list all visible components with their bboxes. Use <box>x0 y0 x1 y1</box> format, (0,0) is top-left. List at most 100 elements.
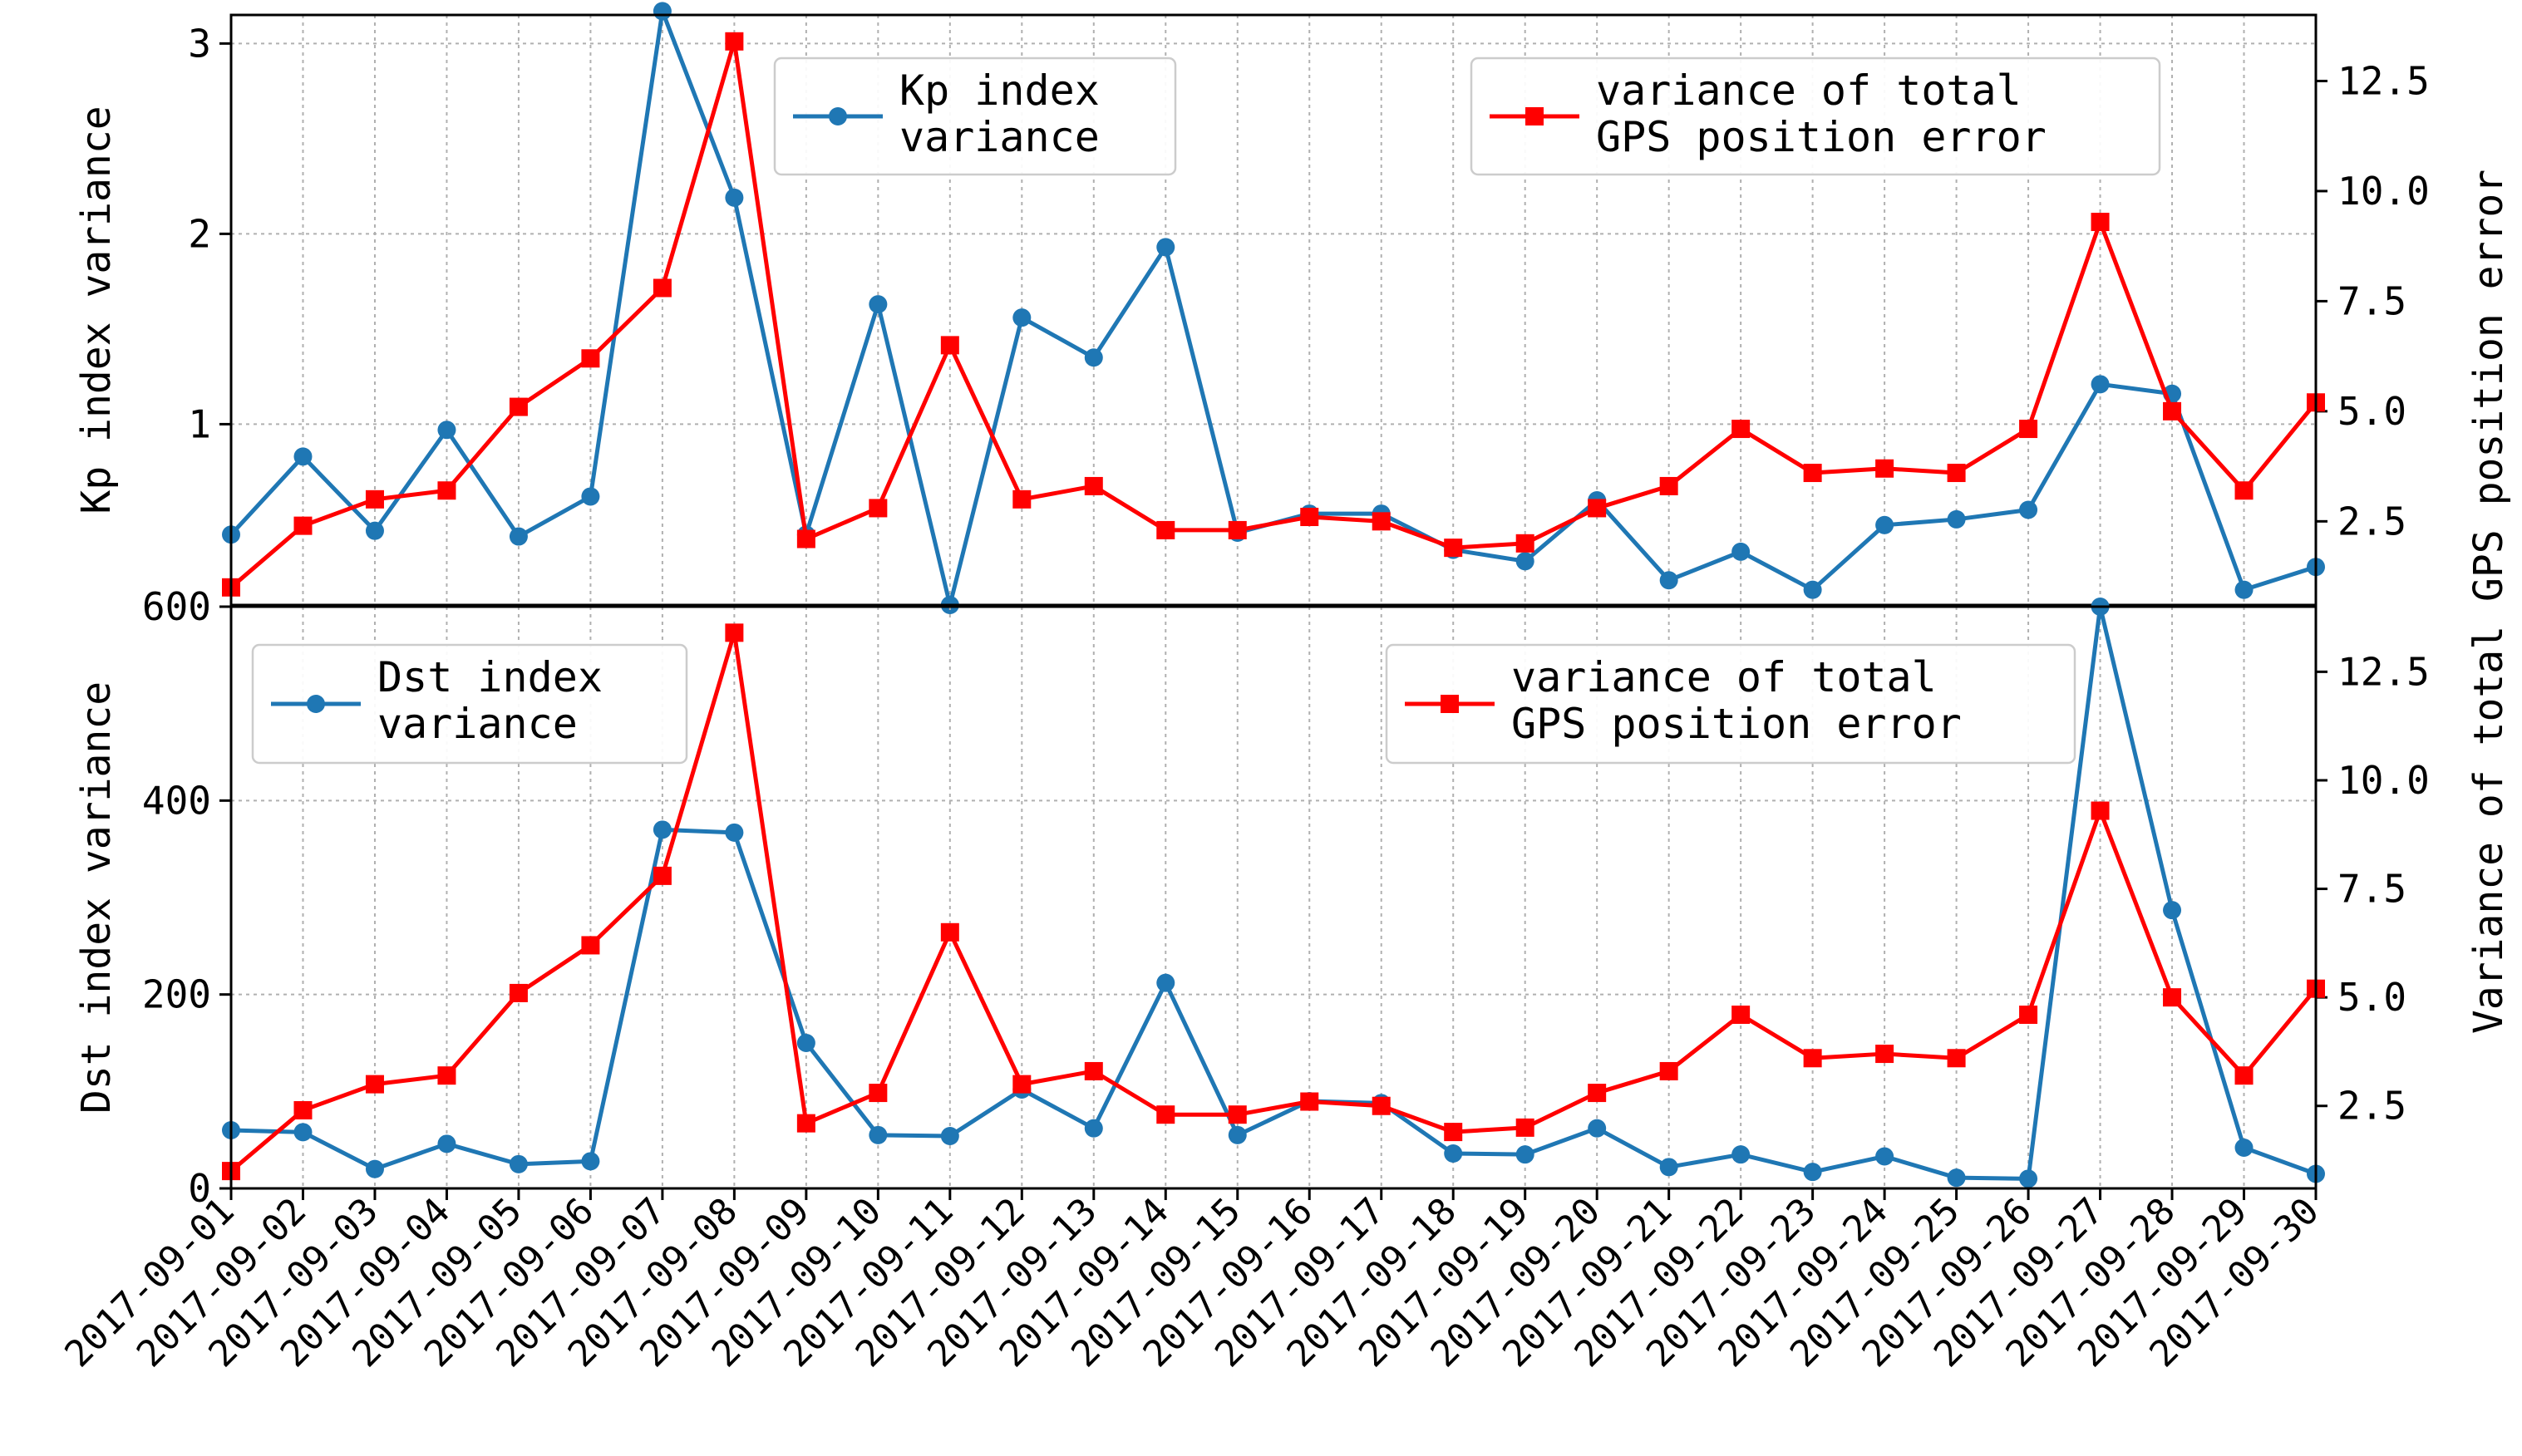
data-point-square <box>509 983 528 1002</box>
y-tick-label: 2 <box>188 211 211 256</box>
plot-frame <box>229 605 2318 1190</box>
data-point-square <box>581 936 600 955</box>
data-point-circle <box>940 1127 959 1145</box>
data-point-square <box>653 278 672 298</box>
data-point-circle <box>509 1154 528 1173</box>
data-point-circle <box>653 820 672 839</box>
data-point-square <box>2091 213 2110 232</box>
legend-label: variance of total GPS position error <box>1596 66 2047 161</box>
panel-2: 0 200 400 600 2.5 5.0 7.5 10.0 12.5 Dst index var… <box>73 584 2430 1211</box>
data-point-square <box>293 516 313 535</box>
data-point-square <box>725 623 744 642</box>
data-point-square <box>1803 464 1822 483</box>
data-point-square <box>1372 1096 1391 1115</box>
y2-tick-label: 2.5 <box>2337 499 2406 544</box>
data-point-square <box>1947 1049 1966 1068</box>
data-point-circle <box>2163 901 2182 920</box>
data-point-circle <box>1012 308 1032 327</box>
data-point-square <box>1515 1118 1534 1137</box>
y2-axis-title: Variance of total GPS position error <box>2465 170 2512 1034</box>
data-point-circle <box>869 295 888 314</box>
data-point-square <box>1300 508 1319 527</box>
data-point-square <box>581 349 600 368</box>
data-point-square <box>437 481 456 500</box>
data-point-square <box>796 529 815 548</box>
data-point-square <box>1659 476 1678 495</box>
data-point-circle <box>1588 1119 1607 1138</box>
y2-tick-label: 10.0 <box>2337 758 2430 803</box>
data-point-circle <box>1947 509 1966 529</box>
data-point-square <box>1012 1075 1032 1094</box>
data-point-square <box>437 1066 456 1085</box>
data-point-square <box>365 489 384 509</box>
data-point-circle <box>1515 1145 1534 1164</box>
y2-tick-label: 12.5 <box>2337 649 2430 694</box>
data-point-square <box>1084 476 1103 495</box>
data-point-circle <box>581 487 600 506</box>
data-point-square <box>2019 420 2038 439</box>
data-point-square <box>2019 1006 2038 1025</box>
data-point-circle <box>725 823 744 842</box>
panel-1: 1 2 3 2.5 5.0 7.5 10.0 12.5 Kp index variance Kp … <box>73 2 2430 614</box>
data-point-circle <box>1875 1147 1894 1166</box>
data-point-square <box>1875 1045 1894 1064</box>
data-point-square <box>1084 1061 1103 1080</box>
legend-marker <box>1525 107 1544 125</box>
data-point-circle <box>2234 1139 2254 1157</box>
legend-label: Kp index variance <box>899 66 1100 161</box>
data-point-square <box>1803 1049 1822 1068</box>
y-axis-title: Kp index variance <box>73 106 120 514</box>
data-point-circle <box>1084 1119 1103 1138</box>
legend-box <box>251 643 688 765</box>
data-point-circle <box>365 1159 384 1178</box>
data-point-square <box>1012 489 1032 509</box>
legend-box <box>1470 57 2161 176</box>
y-tick-label: 400 <box>142 778 211 823</box>
data-point-square <box>1731 420 1751 439</box>
data-point-square <box>1659 1061 1678 1080</box>
y-tick-label: 3 <box>188 21 211 66</box>
data-point-square <box>509 397 528 416</box>
y-tick-label: 600 <box>142 584 211 629</box>
y2-tick-label: 7.5 <box>2337 867 2406 912</box>
series-line <box>230 604 2317 1181</box>
data-point-square <box>1588 499 1607 518</box>
data-point-square <box>2163 401 2182 421</box>
legend-index: Dst index variance <box>251 643 688 765</box>
legend-box <box>1385 643 2076 765</box>
data-point-circle <box>1156 973 1175 992</box>
data-point-square <box>1588 1084 1607 1103</box>
y-tick-label: 0 <box>188 1166 211 1211</box>
data-point-square <box>940 336 959 355</box>
data-point-square <box>725 32 744 51</box>
data-point-circle <box>1156 238 1175 257</box>
data-point-square <box>869 499 888 518</box>
y2-tick-label: 5.0 <box>2337 389 2406 434</box>
data-point-square <box>2234 1066 2254 1085</box>
data-point-square <box>1444 539 1463 558</box>
data-point-circle <box>1444 1144 1463 1163</box>
data-point-square <box>1228 520 1247 539</box>
data-point-circle <box>1515 552 1534 571</box>
data-point-square <box>365 1075 384 1094</box>
data-point-square <box>1731 1006 1751 1025</box>
plot-frame <box>229 13 2318 607</box>
data-point-circle <box>581 1152 600 1171</box>
data-point-circle <box>653 2 672 21</box>
legend-box <box>773 57 1177 176</box>
data-point-circle <box>365 521 384 540</box>
y2-tick-label: 5.0 <box>2337 975 2406 1020</box>
data-point-circle <box>1947 1168 1966 1188</box>
data-point-square <box>1875 459 1894 478</box>
data-point-square <box>1947 464 1966 483</box>
series-line <box>229 39 2318 589</box>
data-point-circle <box>1659 571 1678 590</box>
data-point-square <box>293 1100 313 1119</box>
series-line <box>229 630 2318 1173</box>
legend-marker <box>829 107 847 125</box>
legend-index: Kp index variance <box>773 57 1177 176</box>
data-point-square <box>1515 534 1534 553</box>
y2-tick-label: 7.5 <box>2337 278 2406 323</box>
data-point-circle <box>509 527 528 546</box>
data-point-circle <box>2234 580 2254 599</box>
